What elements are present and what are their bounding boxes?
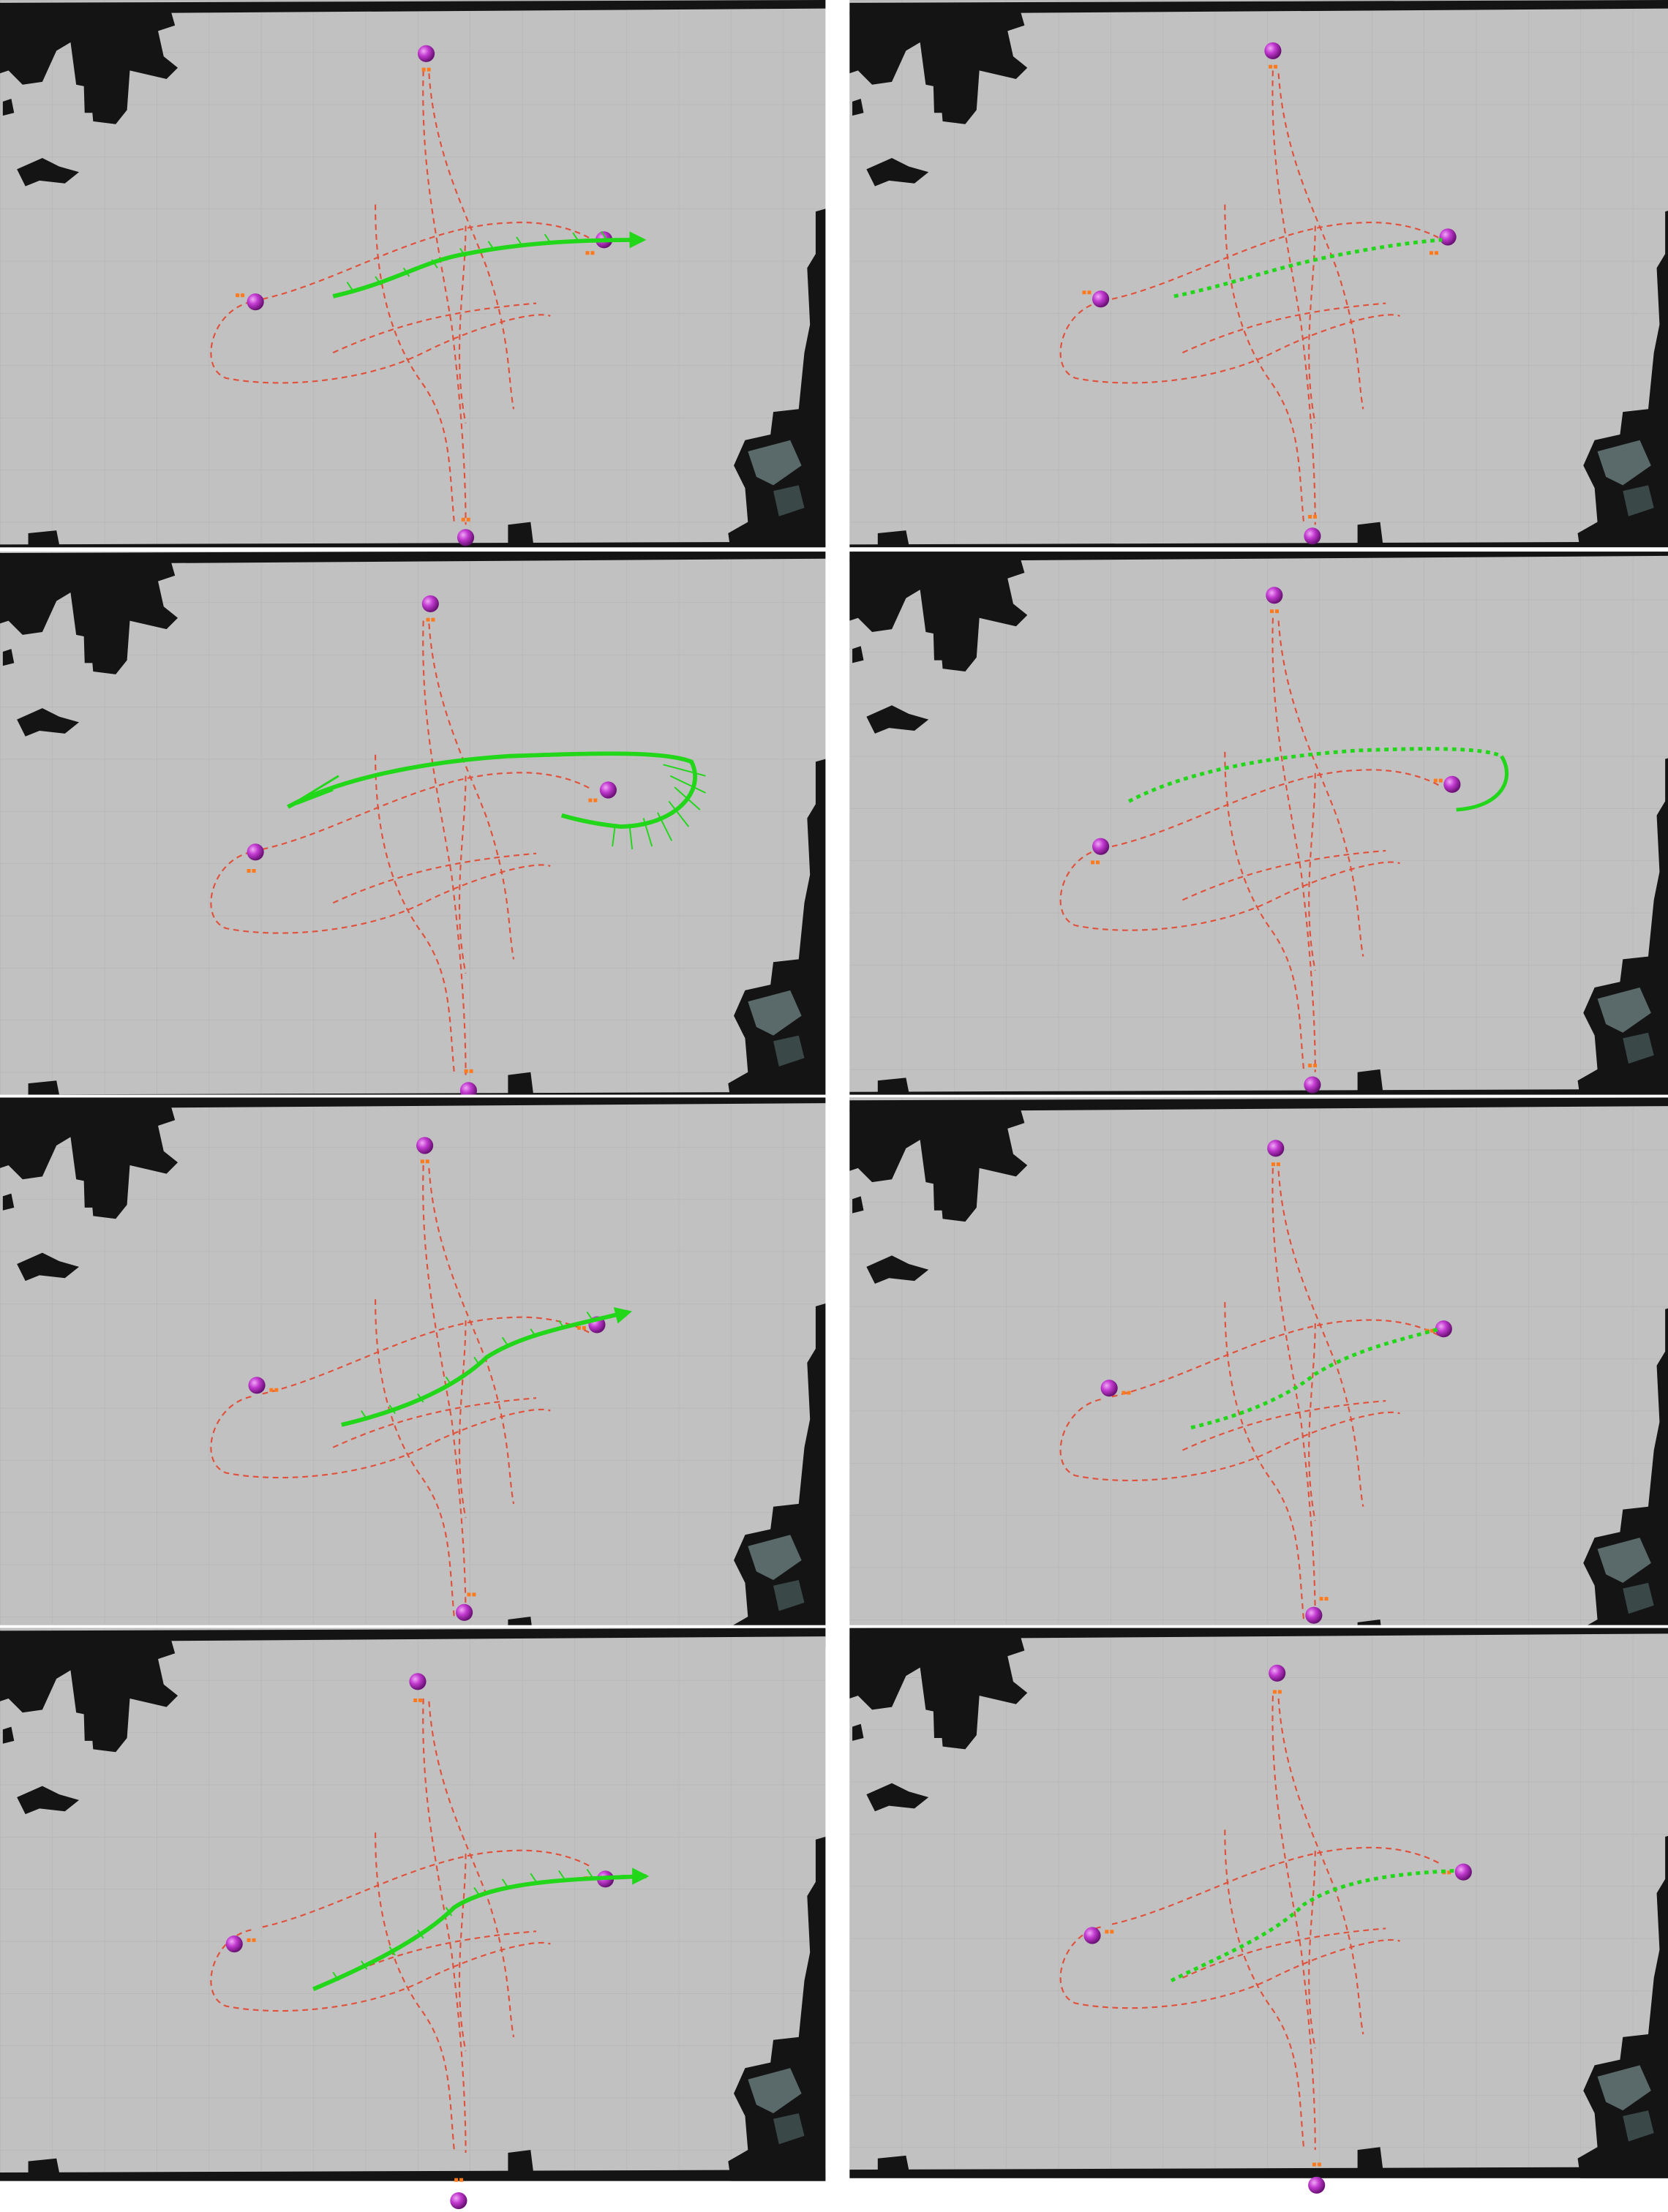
trajectory-arrows (332, 230, 647, 298)
panel-row1-right (849, 0, 1668, 553)
trajectory-dotted (1173, 238, 1443, 298)
column-separator (825, 0, 850, 2212)
row-separator (0, 1094, 1668, 1098)
panel-row2-left (0, 550, 826, 1104)
trajectory-dotted (1170, 1868, 1457, 1982)
row-separator (0, 1625, 1668, 1628)
panel-row1-left (0, 0, 826, 553)
trajectory-dotted (1127, 747, 1503, 803)
trajectory-arrows (341, 1307, 633, 1427)
row-separator (0, 547, 1668, 552)
panel-row2-right (849, 547, 1668, 1101)
panel-row4-left (0, 1628, 826, 2210)
panel-row3-right (849, 1097, 1668, 1651)
panel-row4-right (849, 1625, 1668, 2194)
panel-row3-left (0, 1094, 826, 1648)
agent-sphere-icon (417, 45, 435, 62)
trajectory-arrows (287, 751, 706, 850)
trajectory-dotted (1190, 1327, 1440, 1430)
trajectory-arrows (312, 1867, 650, 1991)
